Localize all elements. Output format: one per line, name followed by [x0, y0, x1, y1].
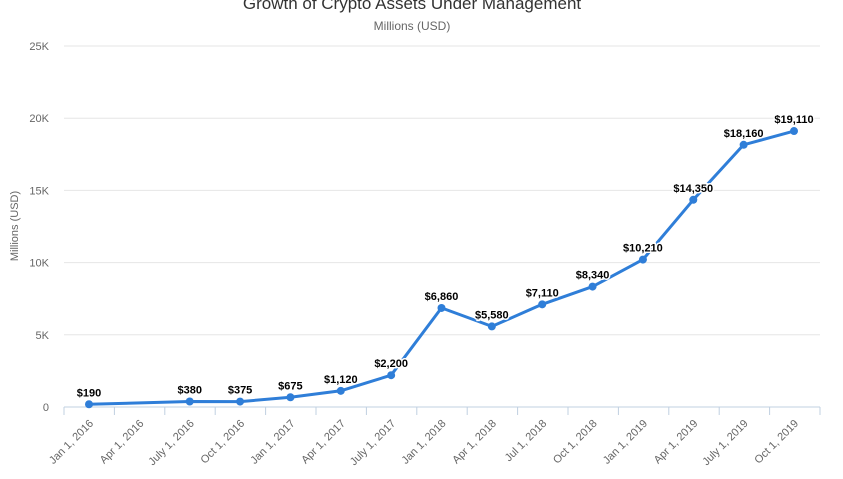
y-tick-label: 20K — [29, 113, 49, 125]
data-point[interactable] — [185, 397, 194, 406]
data-point[interactable] — [286, 393, 295, 402]
data-point[interactable] — [538, 300, 547, 309]
data-point[interactable] — [790, 127, 798, 136]
data-label: $1,120 — [324, 374, 358, 386]
data-point[interactable] — [336, 386, 345, 395]
y-tick-label: 5K — [36, 330, 50, 342]
series-layer — [85, 127, 798, 409]
data-label: $10,210 — [623, 243, 663, 255]
series-line — [87, 129, 796, 406]
data-label: $8,340 — [576, 270, 610, 282]
data-point[interactable] — [236, 397, 245, 406]
data-label: $5,580 — [475, 309, 509, 321]
chart-subtitle: Millions (USD) — [374, 19, 451, 33]
data-label: $18,160 — [724, 128, 764, 140]
data-label: $2,200 — [374, 358, 408, 370]
data-label: $190 — [77, 387, 101, 399]
data-label: $14,350 — [673, 183, 713, 195]
gridlines — [64, 45, 820, 336]
y-axis-title: Millions (USD) — [9, 191, 21, 261]
data-label: $6,860 — [425, 291, 459, 303]
x-tick-label: July 1, 2017 — [348, 418, 398, 468]
x-tick-label: Apr 1, 2019 — [652, 418, 701, 467]
data-point[interactable] — [85, 400, 93, 409]
x-tick-label: Oct 1, 2018 — [551, 418, 600, 467]
x-tick-label: Jan 1, 2016 — [47, 418, 96, 467]
y-tick-label: 10K — [29, 258, 49, 270]
data-point[interactable] — [437, 303, 446, 312]
x-tick-label: Jan 1, 2017 — [248, 418, 297, 467]
data-label: $375 — [228, 385, 252, 397]
data-label: $7,110 — [526, 287, 559, 299]
data-point[interactable] — [487, 322, 496, 331]
x-tick-label: Oct 1, 2019 — [752, 418, 801, 467]
data-point[interactable] — [689, 195, 698, 204]
x-tick-label: Apr 1, 2017 — [299, 418, 348, 467]
data-point[interactable] — [739, 140, 748, 149]
y-axis-tick-labels: 0 5K 10K 15K 20K 25K — [29, 41, 49, 414]
data-point[interactable] — [387, 371, 396, 380]
x-tick-label: Oct 1, 2016 — [198, 418, 247, 467]
data-point[interactable] — [638, 255, 647, 264]
data-label: $19,110 — [774, 114, 813, 126]
x-tick-label: Jan 1, 2018 — [399, 418, 448, 467]
chart-title: Growth of Crypto Assets Under Management — [243, 0, 582, 13]
y-tick-label: 0 — [43, 402, 49, 414]
x-axis: Jan 1, 2016 Apr 1, 2016 July 1, 2016 Oct 1,… — [47, 406, 821, 468]
y-tick-label: 15K — [29, 185, 49, 197]
x-tick-label: July 1, 2019 — [700, 418, 750, 468]
data-point[interactable] — [588, 282, 597, 291]
x-tick-label: Jan 1, 2019 — [601, 418, 650, 467]
x-tick-label: Apr 1, 2018 — [450, 418, 499, 467]
data-labels: $190 $380 $375 $675 $1,120 $2,200 $6,860 $5,580… — [75, 113, 815, 401]
data-label: $380 — [177, 385, 201, 397]
x-tick-label: Apr 1, 2016 — [98, 418, 147, 467]
x-tick-label: Jul 1, 2018 — [503, 418, 550, 465]
data-label: $675 — [278, 380, 302, 392]
y-tick-label: 25K — [29, 41, 49, 53]
x-tick-label: July 1, 2016 — [146, 418, 196, 468]
